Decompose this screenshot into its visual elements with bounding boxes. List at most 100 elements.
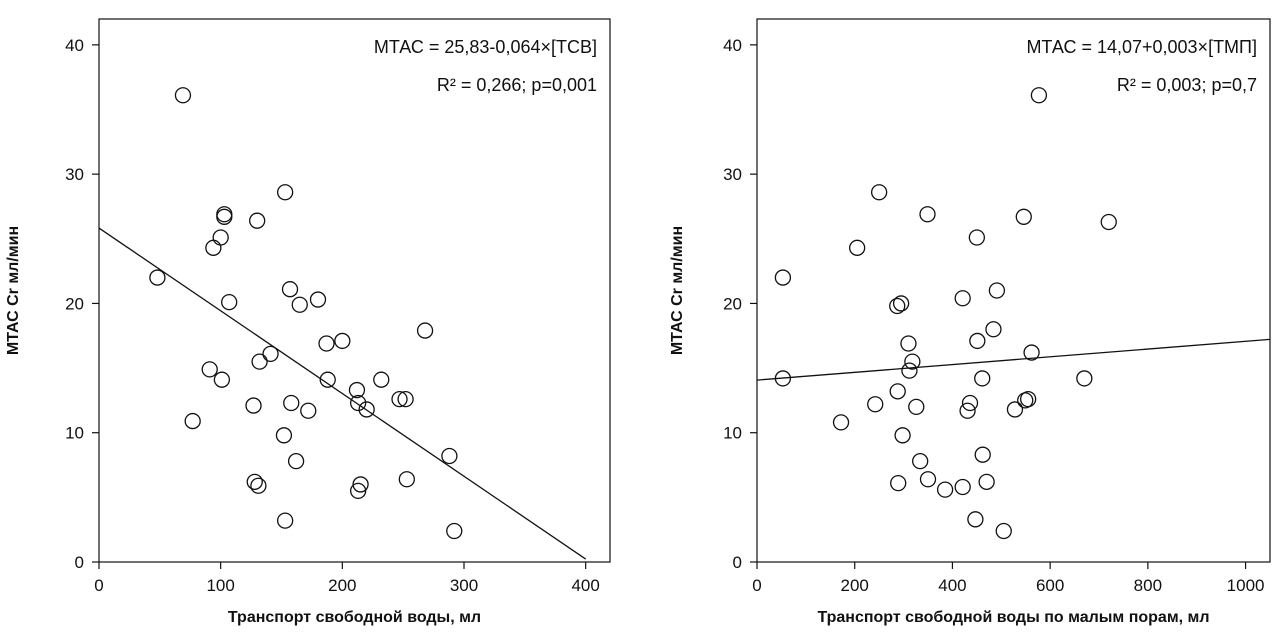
data-point-left-3: [201, 361, 218, 378]
data-point-left-2: [184, 412, 201, 430]
data-point-right-36: [1023, 344, 1040, 361]
data-point-left-17: [276, 184, 294, 201]
x-axis-title-right: Транспорт свободной воды по малым порам,…: [817, 609, 1209, 626]
plot-frame-right: [756, 18, 1271, 563]
data-point-right-8: [890, 474, 907, 492]
x-axis-title-left: Транспорт свободной воды, мл: [228, 609, 481, 626]
data-point-left-38: [441, 447, 458, 465]
data-point-right-16: [919, 206, 936, 223]
data-point-right-0: [774, 269, 792, 286]
data-point-right-28: [978, 473, 995, 490]
data-point-left-36: [398, 471, 415, 488]
x-tick-label-right-5: 1000: [1227, 576, 1265, 595]
data-point-left-24: [309, 291, 327, 308]
data-point-right-10: [894, 427, 911, 444]
plot-frame-left: [98, 18, 611, 563]
regression-stats-left: R² = 0,266; p=0,001: [437, 75, 597, 95]
data-point-left-34: [391, 390, 408, 408]
data-point-right-2: [832, 414, 850, 431]
data-point-right-13: [904, 353, 921, 370]
regression-equation-left: МТАС = 25,83-0,064×[ТСВ]: [374, 37, 597, 57]
data-point-right-30: [988, 282, 1006, 299]
data-point-right-34: [1017, 392, 1034, 409]
data-point-right-15: [912, 453, 929, 470]
data-point-left-26: [319, 371, 336, 388]
data-point-left-28: [348, 381, 366, 399]
data-point-right-25: [969, 332, 986, 350]
data-point-right-22: [961, 394, 979, 412]
data-point-left-5: [212, 229, 229, 246]
data-point-right-17: [919, 471, 937, 488]
x-tick-label-right-3: 600: [1036, 576, 1064, 595]
data-point-right-19: [954, 478, 971, 496]
data-point-right-33: [1015, 208, 1032, 225]
data-point-left-32: [358, 401, 375, 418]
data-point-left-23: [300, 402, 317, 419]
data-point-right-1: [774, 370, 792, 387]
data-point-right-29: [985, 321, 1002, 338]
data-point-left-25: [318, 335, 335, 352]
data-point-right-5: [870, 184, 888, 201]
y-tick-label-left-1: 10: [65, 424, 84, 443]
data-point-left-6: [213, 371, 231, 388]
x-tick-label-right-4: 800: [1134, 576, 1162, 595]
scatter-panel-left: 0 100 200 300 400 0 10 20 30 40 Транспорт свободно…: [5, 18, 611, 626]
data-point-left-39: [446, 522, 463, 540]
data-point-right-12: [901, 362, 918, 379]
y-tick-label-right-2: 20: [723, 294, 742, 313]
data-point-right-37: [1030, 87, 1048, 104]
y-axis-title-left: МТАС Cr мл/мин: [5, 226, 22, 355]
data-point-right-18: [936, 481, 954, 498]
data-point-left-0: [149, 269, 166, 286]
data-point-left-29: [349, 394, 367, 412]
data-point-left-11: [246, 473, 263, 490]
x-tick-label-left-4: 400: [571, 576, 599, 595]
data-point-right-20: [954, 290, 971, 307]
data-point-right-4: [867, 396, 884, 413]
data-point-left-12: [249, 212, 266, 229]
x-tick-label-left-2: 200: [328, 576, 356, 595]
data-point-left-30: [349, 482, 367, 500]
data-point-left-22: [291, 296, 308, 313]
data-point-right-32: [1006, 401, 1024, 418]
x-tick-label-right-0: 0: [752, 576, 761, 595]
data-point-right-35: [1020, 390, 1037, 408]
data-point-left-27: [334, 332, 351, 350]
data-point-right-31: [995, 522, 1012, 540]
data-point-left-4: [205, 239, 222, 256]
y-tick-label-left-3: 30: [65, 165, 84, 184]
data-point-left-10: [245, 397, 262, 414]
data-point-left-14: [251, 353, 268, 370]
x-tick-label-right-1: 200: [841, 576, 869, 595]
data-point-right-14: [908, 398, 925, 416]
data-point-left-16: [275, 427, 293, 444]
data-point-left-20: [283, 394, 300, 412]
data-point-right-21: [959, 402, 976, 419]
y-tick-label-left-4: 40: [65, 36, 84, 55]
data-point-right-6: [889, 297, 906, 315]
data-point-left-31: [352, 476, 369, 493]
data-point-right-24: [968, 229, 986, 246]
data-point-left-8: [216, 208, 233, 225]
y-tick-label-left-2: 20: [65, 294, 84, 313]
scatter-panel-right: 0 200 400 600 800 1000 0 10 20 30 40 Транспорт своб…: [669, 18, 1271, 626]
data-point-left-15: [262, 345, 279, 363]
x-tick-label-left-1: 100: [206, 576, 234, 595]
data-point-left-1: [174, 87, 192, 104]
data-point-left-21: [287, 453, 305, 470]
data-point-left-9: [221, 293, 238, 311]
data-point-right-39: [1100, 213, 1117, 231]
data-point-right-38: [1076, 370, 1093, 387]
y-tick-label-right-4: 40: [723, 36, 742, 55]
x-tick-label-right-2: 400: [938, 576, 966, 595]
data-point-right-9: [892, 295, 910, 312]
data-point-left-35: [397, 390, 414, 408]
data-point-left-18: [276, 512, 294, 529]
data-point-right-3: [849, 239, 866, 256]
y-tick-label-right-3: 30: [723, 165, 742, 184]
x-tick-label-left-0: 0: [94, 576, 103, 595]
data-point-left-37: [416, 322, 434, 339]
data-point-right-11: [900, 335, 917, 352]
data-point-left-19: [281, 281, 299, 298]
